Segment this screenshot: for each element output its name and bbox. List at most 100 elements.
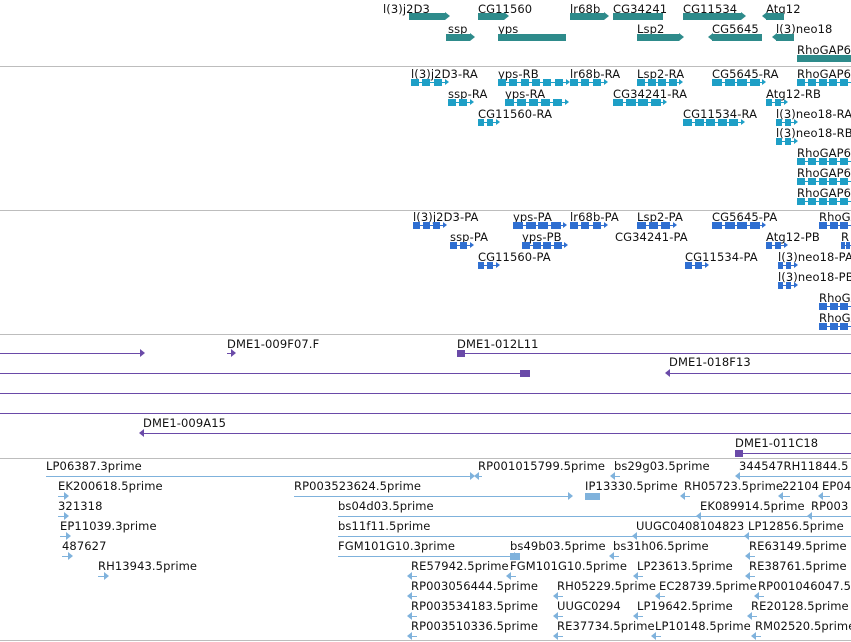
exon-block[interactable] [729,119,738,126]
feature-label[interactable]: RP003510336.5prime [411,619,539,633]
exon-block[interactable] [725,222,735,229]
alignment-line[interactable] [751,616,757,617]
feature-label[interactable]: UUGC0294 [557,599,621,613]
alignment-block[interactable] [585,493,600,500]
alignment-line[interactable] [735,453,851,454]
feature-label[interactable]: bs29g03.5prime [614,459,710,473]
feature-label[interactable]: 487627 [62,539,107,553]
feature-label[interactable]: RH13943.5prime [98,559,198,573]
exon-block[interactable] [487,119,493,126]
gene-glyph[interactable] [776,34,794,41]
feature-label[interactable]: RP003 [811,499,849,513]
alignment-line[interactable] [0,413,851,414]
exon-block[interactable] [766,242,772,249]
alignment-line[interactable] [637,616,643,617]
feature-label[interactable]: lr68b-PA [570,210,619,224]
feature-label[interactable]: IP13330.5prime [585,479,678,493]
feature-label[interactable]: yps [498,22,519,36]
feature-label[interactable]: CG11534 [683,2,738,16]
exon-block[interactable] [532,79,540,86]
exon-block[interactable] [775,99,781,106]
alignment-line[interactable] [637,576,643,577]
feature-label[interactable]: Lsp2 [637,22,665,36]
alignment-line[interactable] [58,516,64,517]
feature-label[interactable]: bs04d03.5prime [338,499,434,513]
feature-label[interactable]: LP06387.3prime [46,459,142,473]
gene-glyph[interactable] [637,34,679,41]
alignment-block[interactable] [457,350,465,357]
alignment-line[interactable] [510,576,516,577]
feature-label[interactable]: RH05229.5prime [557,579,657,593]
gene-glyph[interactable] [766,13,784,20]
alignment-line[interactable] [669,373,851,374]
feature-label[interactable]: EK089914.5prime [700,499,805,513]
exon-block[interactable] [819,178,827,185]
exon-block[interactable] [819,79,827,86]
exon-block[interactable] [593,79,601,86]
feature-label[interactable]: RhoGAP6 [797,186,851,200]
exon-block[interactable] [648,79,656,86]
exon-block[interactable] [840,303,848,310]
exon-block[interactable] [830,303,838,310]
feature-label[interactable]: l(3)neo18-PB [778,270,851,284]
feature-label[interactable]: RH05723.5prime [684,479,784,493]
exon-block[interactable] [776,138,782,145]
feature-label[interactable]: l(3)j2D3 [383,2,430,16]
feature-label[interactable]: l(3)neo18-PA [778,250,851,264]
exon-block[interactable] [776,119,782,126]
gene-glyph[interactable] [683,13,741,20]
exon-block[interactable] [513,222,523,229]
alignment-line[interactable] [749,576,755,577]
alignment-line[interactable] [557,636,563,637]
exon-block[interactable] [785,138,791,145]
alignment-line[interactable] [457,353,851,354]
alignment-block[interactable] [735,450,743,457]
exon-block[interactable] [450,242,457,249]
exon-block[interactable] [637,222,646,229]
exon-block[interactable] [411,79,419,86]
exon-block[interactable] [517,99,526,106]
alignment-line[interactable] [758,596,764,597]
feature-label[interactable]: bs49b03.5prime [510,539,606,553]
exon-block[interactable] [778,282,783,289]
exon-block[interactable] [778,262,783,269]
feature-label[interactable]: CG11560-PA [478,250,551,264]
gene-glyph[interactable] [712,34,762,41]
feature-label[interactable]: RM02520.5prime [755,619,851,633]
exon-block[interactable] [695,119,704,126]
alignment-line[interactable] [739,476,851,477]
exon-block[interactable] [423,222,430,229]
exon-block[interactable] [459,99,467,106]
feature-label[interactable]: Atg12 [766,2,801,16]
exon-block[interactable] [819,323,827,330]
feature-label[interactable]: l(3)j2D3-RA [411,67,478,81]
exon-block[interactable] [808,178,816,185]
gene-glyph[interactable] [498,34,566,41]
exon-block[interactable] [541,99,550,106]
exon-block[interactable] [808,158,816,165]
exon-block[interactable] [638,99,648,106]
feature-label[interactable]: Lsp2-RA [637,67,685,81]
exon-block[interactable] [487,262,493,269]
exon-block[interactable] [750,79,760,86]
alignment-line[interactable] [659,596,665,597]
alignment-line[interactable] [749,556,755,557]
exon-block[interactable] [533,242,541,249]
feature-label[interactable]: FGM101G10.3prime [338,539,456,553]
alignment-line[interactable] [613,556,619,557]
exon-block[interactable] [478,119,484,126]
feature-label[interactable]: Atg12-PB [766,230,820,244]
exon-block[interactable] [538,222,548,229]
exon-block[interactable] [819,303,827,310]
alignment-line[interactable] [748,536,754,537]
exon-block[interactable] [434,79,442,86]
alignment-line[interactable] [822,496,830,497]
feature-label[interactable]: 22104 [782,479,820,493]
feature-label[interactable]: ssp-RA [448,87,488,101]
exon-block[interactable] [750,222,760,229]
exon-block[interactable] [841,242,845,249]
alignment-line[interactable] [0,373,530,374]
feature-label[interactable]: l(3)j2D3-PA [413,210,479,224]
alignment-line[interactable] [338,516,851,517]
feature-label[interactable]: RhoGAP6 [797,166,851,180]
